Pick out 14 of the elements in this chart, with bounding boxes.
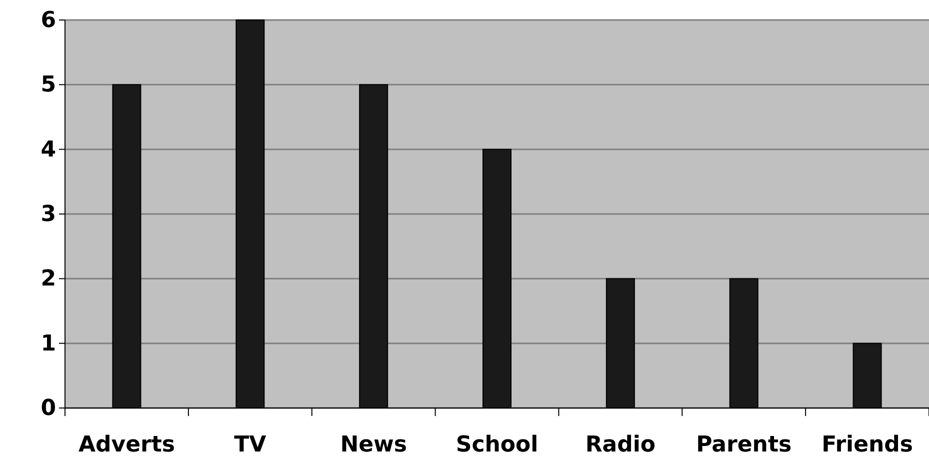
x-tick-label: Radio [585, 432, 656, 458]
x-tick-label: News [340, 432, 407, 458]
x-tick-label: TV [234, 432, 266, 458]
x-tick-label: Adverts [78, 432, 175, 458]
x-tick-label: Friends [822, 432, 914, 458]
x-tick-label: School [456, 432, 538, 458]
y-tick-label: 6 [40, 8, 56, 34]
y-tick-label: 5 [40, 72, 56, 98]
y-tick-label: 4 [40, 137, 56, 162]
y-tick-label: 2 [40, 266, 56, 292]
y-tick-label: 1 [40, 331, 56, 356]
y-tick-label: 0 [40, 396, 56, 422]
x-tick-label: Parents [696, 432, 792, 458]
y-tick-label: 3 [40, 202, 56, 228]
